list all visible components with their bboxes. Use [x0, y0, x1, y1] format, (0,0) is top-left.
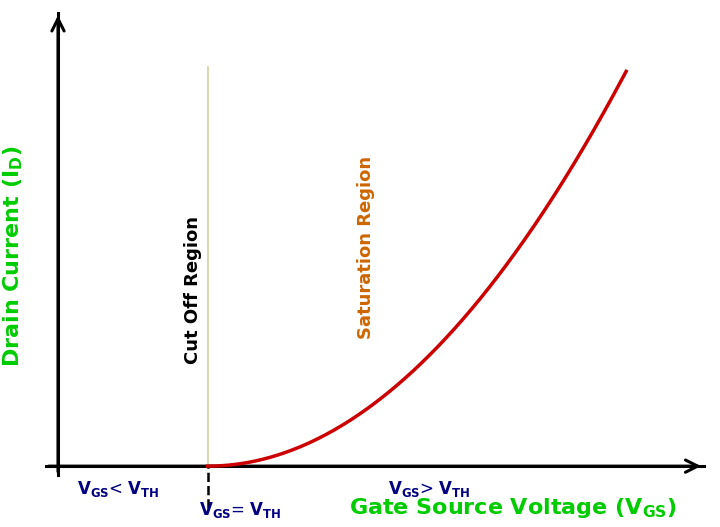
Text: $\mathbf{V_{GS}}$< $\mathbf{V_{TH}}$: $\mathbf{V_{GS}}$< $\mathbf{V_{TH}}$ — [76, 479, 159, 499]
Text: Drain Current ($\mathbf{I_D}$): Drain Current ($\mathbf{I_D}$) — [1, 145, 25, 367]
Text: Gate Source Voltage ($\mathbf{V_{GS}}$): Gate Source Voltage ($\mathbf{V_{GS}}$) — [348, 496, 677, 520]
Text: Saturation Region: Saturation Region — [357, 156, 375, 339]
Text: Cut Off Region: Cut Off Region — [184, 216, 202, 364]
Text: $\mathbf{V_{GS}}$= $\mathbf{V_{TH}}$: $\mathbf{V_{GS}}$= $\mathbf{V_{TH}}$ — [199, 500, 282, 520]
Text: $\mathbf{V_{GS}}$> $\mathbf{V_{TH}}$: $\mathbf{V_{GS}}$> $\mathbf{V_{TH}}$ — [387, 479, 470, 499]
